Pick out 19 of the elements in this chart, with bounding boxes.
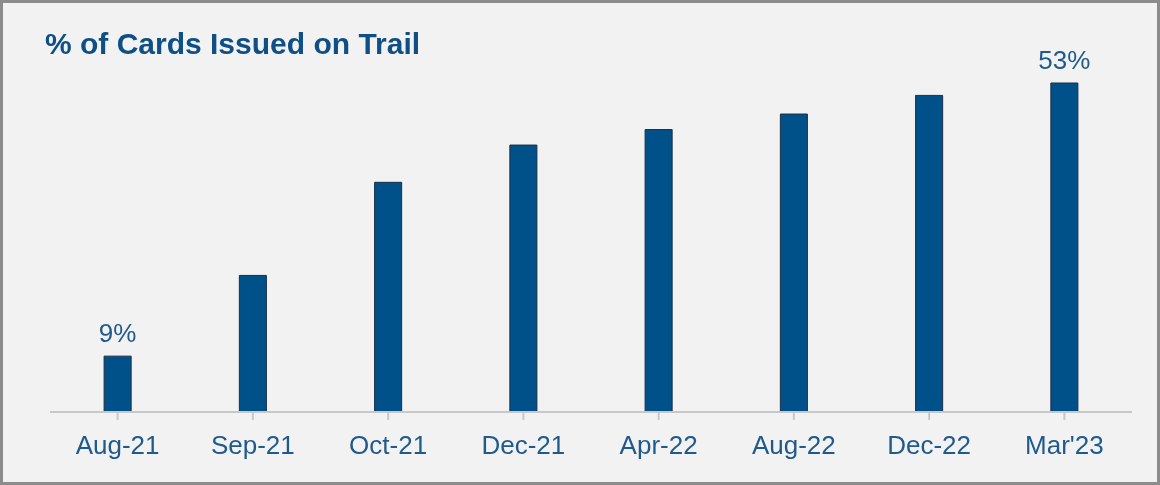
x-tick-label: Dec-22 xyxy=(887,430,972,461)
bar xyxy=(509,144,538,413)
data-label: 53% xyxy=(1038,45,1091,75)
bar xyxy=(1050,82,1079,413)
bar xyxy=(374,181,403,413)
chart-title: % of Cards Issued on Trail xyxy=(45,27,421,61)
bar xyxy=(779,113,808,413)
x-tick-label: Aug-21 xyxy=(75,430,160,461)
x-tick-label: Mar'23 xyxy=(1025,430,1104,461)
bar xyxy=(915,94,944,413)
x-tick-label: Dec-21 xyxy=(481,430,566,461)
bar xyxy=(103,355,132,413)
data-label: 9% xyxy=(98,318,137,349)
x-tick-label: Aug-22 xyxy=(751,430,836,461)
bar xyxy=(238,274,267,413)
x-tick-label: Oct-21 xyxy=(349,430,428,461)
x-tick-label: Apr-22 xyxy=(619,430,698,461)
x-tick-label: Sep-21 xyxy=(210,430,295,461)
bar xyxy=(644,129,673,413)
